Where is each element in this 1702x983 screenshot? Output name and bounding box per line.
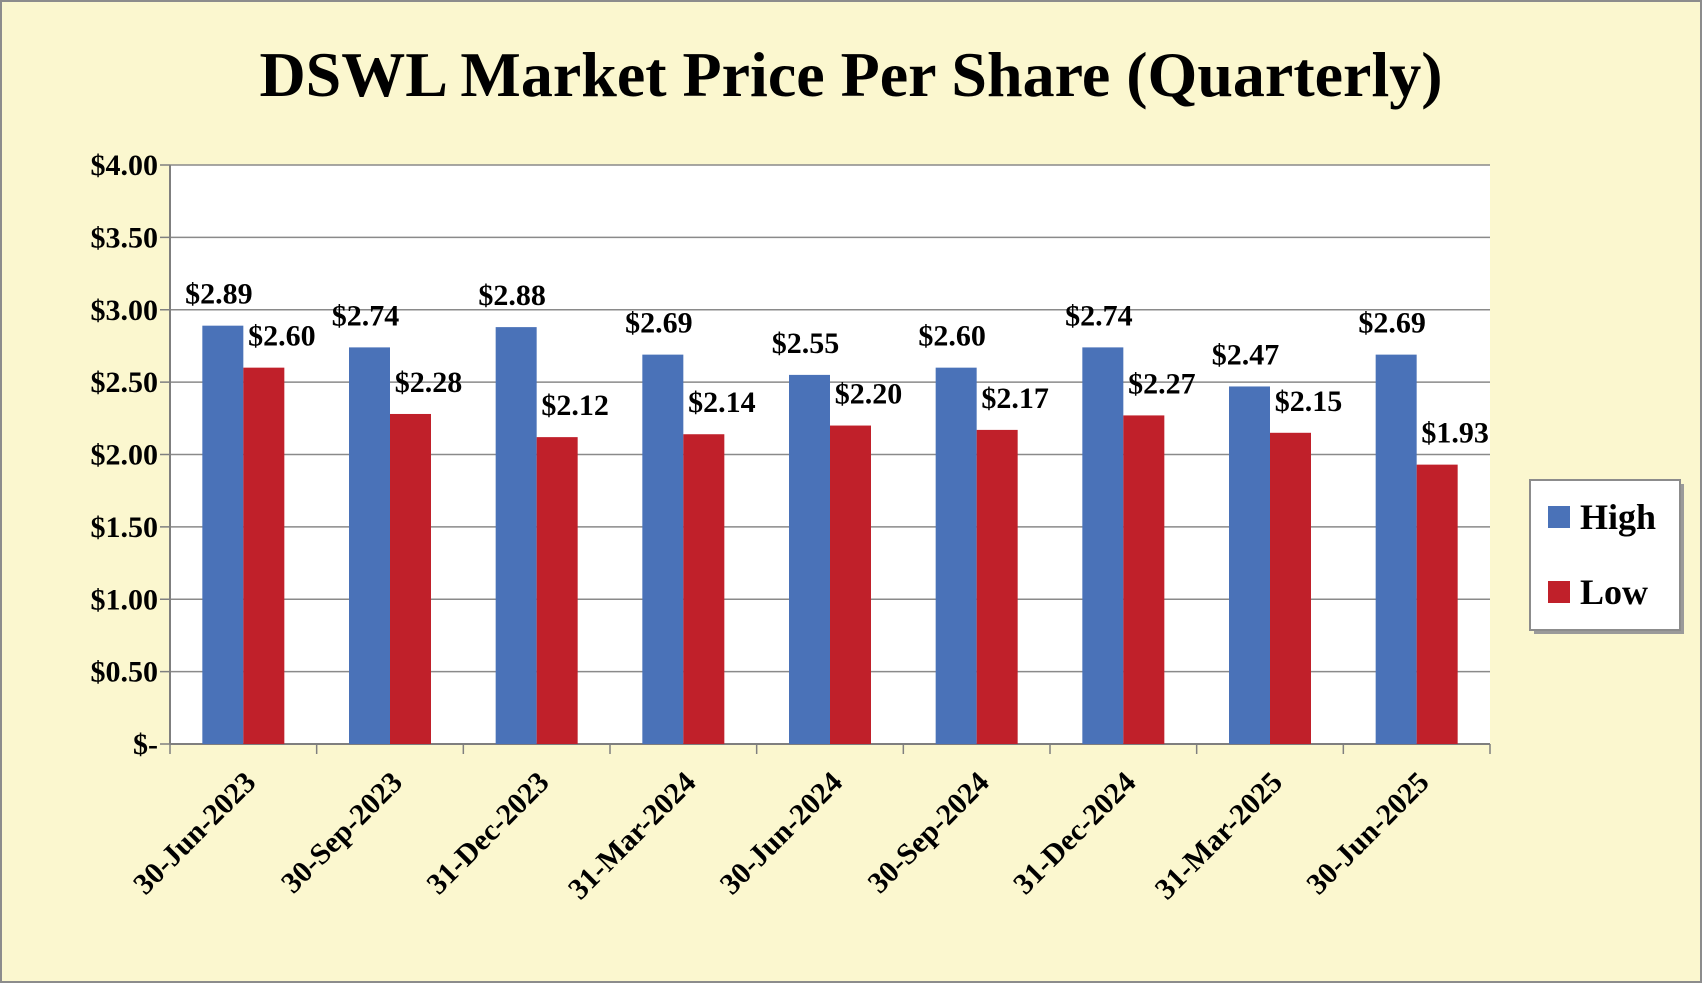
x-tick-label: 31-Dec-2024 — [1007, 766, 1142, 901]
y-tick-label: $0.50 — [91, 656, 159, 689]
data-label-low: $2.28 — [395, 366, 463, 399]
data-label-high: $2.74 — [1065, 299, 1133, 332]
bar-low — [683, 434, 725, 744]
data-label-high: $2.69 — [1358, 307, 1426, 340]
y-tick-label: $1.00 — [91, 583, 159, 616]
bar-high — [642, 354, 684, 744]
legend-swatch-low — [1548, 581, 1570, 603]
y-tick-label: $4.00 — [91, 149, 159, 182]
bar-low — [830, 425, 871, 744]
y-tick-label: $3.50 — [91, 221, 159, 254]
data-label-high: $2.89 — [185, 278, 253, 311]
bar-low — [1123, 415, 1165, 744]
y-tick-label: $1.50 — [91, 511, 159, 544]
data-label-high: $2.55 — [772, 327, 840, 360]
data-label-high: $2.88 — [478, 279, 546, 312]
data-label-low: $2.60 — [248, 320, 316, 353]
data-label-high: $2.74 — [332, 299, 400, 332]
y-tick-label: $3.00 — [91, 294, 159, 327]
bar-low — [536, 437, 578, 744]
y-tick-label: $2.00 — [91, 439, 159, 472]
data-label-low: $2.14 — [688, 386, 756, 419]
data-label-low: $2.20 — [835, 378, 903, 411]
bar-low — [390, 413, 431, 744]
bar-high — [1229, 386, 1270, 744]
chart-title: DSWL Market Price Per Share (Quarterly) — [259, 39, 1443, 110]
bar-high — [1375, 354, 1417, 744]
bar-low — [1270, 432, 1311, 744]
x-tick-label: 30-Jun-2023 — [127, 766, 262, 901]
x-tick-label: 31-Mar-2025 — [1149, 766, 1289, 906]
data-label-low: $2.12 — [541, 389, 609, 422]
bar-high — [202, 325, 244, 744]
y-tick-label: $2.50 — [91, 366, 159, 399]
bar-high — [935, 367, 977, 744]
legend-box — [1529, 479, 1681, 631]
bar-low — [1416, 464, 1458, 744]
x-tick-label: 30-Sep-2023 — [275, 766, 409, 900]
data-label-low: $1.93 — [1421, 417, 1489, 450]
data-label-low: $2.17 — [981, 382, 1049, 415]
bar-high — [349, 347, 390, 744]
data-label-low: $2.27 — [1128, 367, 1196, 400]
bar-high — [789, 374, 830, 744]
data-label-high: $2.47 — [1212, 338, 1280, 371]
bar-low — [243, 367, 285, 744]
x-tick-label: 30-Sep-2024 — [861, 766, 995, 900]
bar-low — [976, 429, 1018, 744]
bar-high — [495, 327, 537, 744]
x-tick-label: 30-Jun-2024 — [714, 766, 849, 901]
x-tick-label: 31-Mar-2024 — [562, 766, 702, 906]
y-tick-label: $- — [133, 728, 158, 761]
legend-label-high: High — [1580, 497, 1656, 537]
bar-high — [1082, 347, 1124, 744]
data-label-high: $2.69 — [625, 307, 693, 340]
legend-swatch-high — [1548, 506, 1570, 528]
x-tick-label: 30-Jun-2025 — [1300, 766, 1435, 901]
data-label-low: $2.15 — [1275, 385, 1343, 418]
legend-label-low: Low — [1580, 572, 1648, 612]
data-label-high: $2.60 — [918, 320, 986, 353]
x-tick-label: 31-Dec-2023 — [420, 766, 555, 901]
